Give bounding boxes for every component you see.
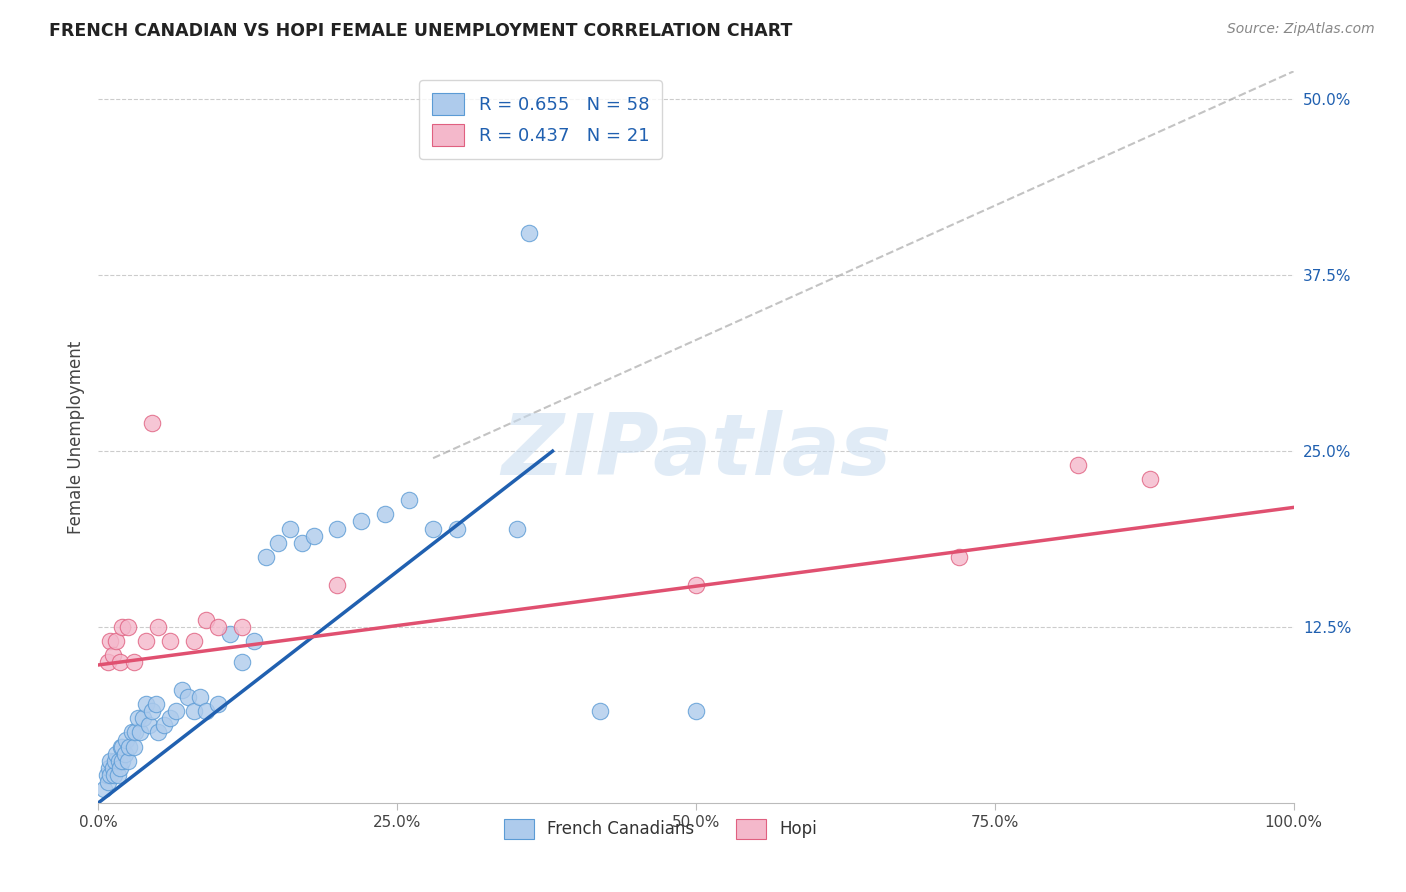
Point (159, 634, 181, 648)
Point (188, 690, 211, 705)
Point (118, 739, 141, 754)
Point (219, 627, 242, 641)
Point (195, 613, 218, 627)
Y-axis label: Female Unemployment: Female Unemployment (66, 341, 84, 533)
Point (267, 535, 290, 549)
Point (374, 508, 396, 522)
Point (127, 711, 149, 725)
Point (183, 634, 205, 648)
Point (207, 698, 229, 712)
Point (589, 705, 612, 719)
Point (207, 620, 229, 634)
Point (517, 226, 540, 240)
Point (278, 521, 301, 535)
Point (111, 620, 134, 634)
Point (114, 747, 136, 761)
Point (107, 767, 129, 781)
Point (101, 761, 124, 775)
Point (111, 739, 134, 754)
Point (97, 774, 120, 789)
Point (124, 739, 146, 754)
Point (98, 761, 121, 775)
Point (107, 754, 129, 768)
Point (103, 767, 125, 781)
Point (93, 781, 115, 796)
Point (183, 705, 205, 719)
Point (104, 754, 127, 768)
Point (141, 416, 163, 430)
Point (153, 718, 176, 732)
Point (105, 747, 128, 761)
Point (195, 705, 218, 719)
Point (446, 521, 468, 535)
Point (398, 493, 420, 508)
Point (110, 739, 132, 754)
Point (350, 515, 373, 529)
Point (172, 683, 194, 698)
Point (1139, 472, 1161, 486)
Point (115, 732, 138, 747)
Point (145, 698, 167, 712)
Point (108, 655, 131, 669)
Point (101, 648, 124, 662)
Point (243, 634, 266, 648)
Point (326, 578, 349, 592)
Point (111, 754, 134, 768)
Point (506, 521, 529, 535)
Point (129, 725, 152, 739)
Text: ZIPatlas: ZIPatlas (501, 410, 891, 493)
Point (98, 754, 122, 768)
Point (108, 761, 131, 775)
Point (98, 767, 122, 781)
Point (231, 620, 253, 634)
Point (159, 711, 181, 725)
Point (177, 690, 200, 705)
Point (291, 535, 314, 549)
Point (135, 698, 157, 712)
Point (948, 549, 970, 564)
Point (685, 705, 707, 719)
Text: Source: ZipAtlas.com: Source: ZipAtlas.com (1227, 22, 1375, 37)
Point (231, 655, 253, 669)
Point (105, 634, 128, 648)
Point (124, 655, 146, 669)
Point (141, 705, 163, 719)
Point (98, 634, 122, 648)
Point (165, 705, 187, 719)
Point (254, 549, 277, 564)
Point (117, 754, 139, 768)
Legend: French Canadians, Hopi: French Canadians, Hopi (496, 812, 824, 846)
Point (138, 718, 160, 732)
Point (131, 711, 153, 725)
Point (124, 725, 146, 739)
Point (1067, 458, 1090, 473)
Point (422, 521, 444, 535)
Point (148, 725, 170, 739)
Point (121, 725, 143, 739)
Text: FRENCH CANADIAN VS HOPI FEMALE UNEMPLOYMENT CORRELATION CHART: FRENCH CANADIAN VS HOPI FEMALE UNEMPLOYM… (49, 22, 793, 40)
Point (148, 620, 170, 634)
Point (117, 620, 139, 634)
Point (96, 767, 118, 781)
Point (97, 655, 120, 669)
Point (685, 578, 707, 592)
Point (326, 521, 349, 535)
Point (302, 528, 325, 542)
Point (135, 634, 157, 648)
